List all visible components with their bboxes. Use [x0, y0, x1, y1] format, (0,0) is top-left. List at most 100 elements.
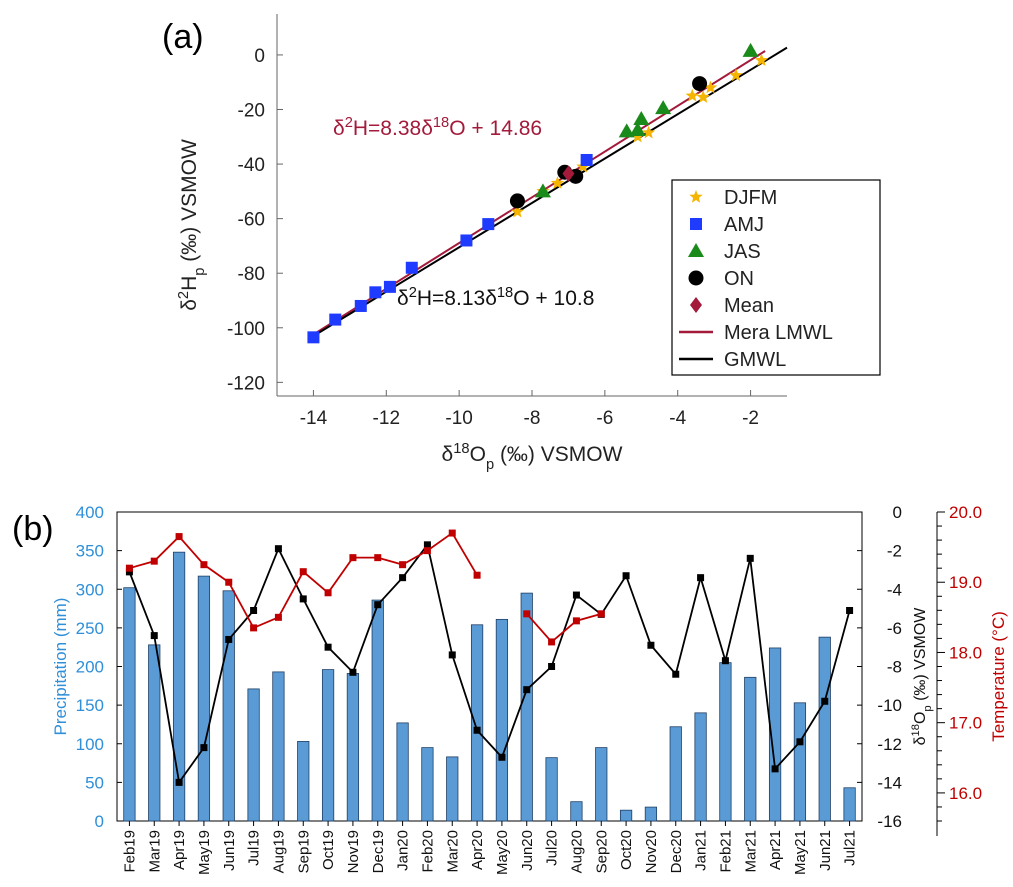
precip-bar	[595, 747, 608, 822]
x-tick-label: May19	[196, 830, 213, 875]
precip-bar	[247, 688, 260, 822]
precip-bar	[669, 726, 682, 822]
left-tick-label: 100	[76, 735, 104, 754]
precip-bar	[744, 676, 757, 822]
data-point	[618, 123, 635, 138]
precip-bar	[843, 787, 856, 822]
d18o-line	[128, 542, 851, 785]
data-point	[509, 193, 525, 209]
x-tick-label: Jun19	[221, 830, 238, 871]
legend-label: GMWL	[724, 349, 786, 371]
data-point	[629, 121, 646, 136]
legend-label: Mera LMWL	[724, 322, 833, 344]
temp-point	[473, 571, 481, 579]
data-point	[703, 80, 718, 94]
d18o-point	[150, 632, 158, 640]
d18o-point	[200, 744, 208, 752]
x-tick-label: Mar19	[146, 830, 163, 873]
legend-marker	[690, 218, 702, 230]
data-point	[460, 234, 473, 247]
precip-axis-label: Precipitation (mm)	[51, 598, 70, 736]
d18o-point	[572, 591, 580, 599]
d18o-point	[250, 606, 258, 614]
y-axis-label: δ2Hp (‰) VSMOW	[176, 139, 208, 311]
d18o-point	[846, 606, 854, 614]
d18o-point	[647, 641, 655, 649]
temp-point	[374, 554, 382, 562]
x-axis-label: δ18Op (‰) VSMOW	[442, 441, 623, 473]
data-point	[307, 331, 320, 344]
x-tick-label: Feb21	[717, 830, 734, 873]
temp-point	[150, 557, 158, 565]
precip-bar	[148, 644, 161, 822]
left-tick-label: 200	[76, 658, 104, 677]
legend-label: JAS	[724, 241, 761, 263]
d18o-point	[746, 554, 754, 562]
temp-point	[423, 547, 431, 555]
temp-point	[572, 617, 580, 625]
d18o-point	[374, 601, 382, 609]
x-tick-label: Apr21	[767, 830, 784, 870]
precip-bar	[197, 575, 211, 822]
y-tick-label: 0	[254, 46, 265, 67]
x-tick-label: Mar20	[444, 830, 461, 873]
y-tick-label: -120	[227, 373, 265, 394]
d18o-point	[672, 670, 680, 678]
legend-marker	[689, 190, 703, 203]
gmwl-equation: δ2H=8.13δ18O + 10.8	[397, 285, 594, 310]
precip-bar	[619, 809, 633, 822]
x-tick-label: -4	[669, 408, 686, 429]
data-point	[729, 68, 743, 82]
precip-bar	[545, 757, 558, 822]
x-tick-label: Jul21	[842, 830, 859, 866]
data-point	[633, 111, 650, 126]
x-tick-label: May20	[494, 830, 511, 875]
d18o-point	[349, 668, 357, 676]
data-point	[369, 286, 382, 299]
x-tick-label: Oct19	[320, 830, 337, 870]
x-tick-label: Jan20	[395, 830, 412, 871]
right1-tick-label: -12	[877, 735, 902, 754]
precip-bar	[818, 636, 831, 822]
temp-point	[523, 610, 531, 618]
temp-point	[250, 624, 258, 632]
left-tick-label: 250	[76, 619, 104, 638]
legend-label: Mean	[724, 295, 774, 317]
temp-tick-label: 19.0	[949, 573, 982, 592]
data-point	[534, 183, 551, 198]
x-tick-label: Apr20	[469, 830, 486, 870]
legend-label: DJFM	[724, 187, 777, 209]
data-point	[754, 53, 769, 66]
panel-a-letter: (a)	[162, 18, 204, 56]
x-tick-label: Dec20	[668, 830, 685, 873]
legend-label: AMJ	[724, 214, 764, 236]
x-tick-label: Feb19	[121, 830, 138, 873]
x-tick-label: Jan21	[693, 830, 710, 871]
right1-tick-label: -10	[877, 696, 902, 715]
x-tick-label: Jul20	[544, 830, 561, 866]
x-tick-label: Jul19	[246, 830, 263, 866]
d18o-point	[423, 541, 431, 549]
d18o-point	[771, 765, 779, 773]
temp-point	[548, 638, 556, 646]
precip-bar	[470, 624, 484, 822]
left-tick-label: 300	[76, 580, 104, 599]
d18o-point	[399, 574, 407, 582]
temp-tick-label: 18.0	[949, 643, 982, 662]
data-point	[742, 42, 759, 57]
right1-tick-label: -16	[877, 812, 902, 831]
temp-tick-label: 20.0	[949, 503, 982, 522]
temp-point	[274, 613, 282, 621]
temp-point	[349, 554, 357, 562]
x-tick-label: Oct20	[618, 830, 635, 870]
d18o-point	[622, 572, 630, 580]
temp-tick-label: 17.0	[949, 714, 982, 733]
precip-bar	[222, 590, 235, 822]
x-tick-label: -8	[524, 408, 541, 429]
x-tick-label: Jun20	[519, 830, 536, 871]
right1-tick-label: -14	[877, 773, 902, 792]
temp-point	[448, 529, 456, 537]
precip-bar	[321, 669, 335, 822]
d18o-point	[548, 663, 556, 670]
left-tick-label: 150	[76, 696, 104, 715]
